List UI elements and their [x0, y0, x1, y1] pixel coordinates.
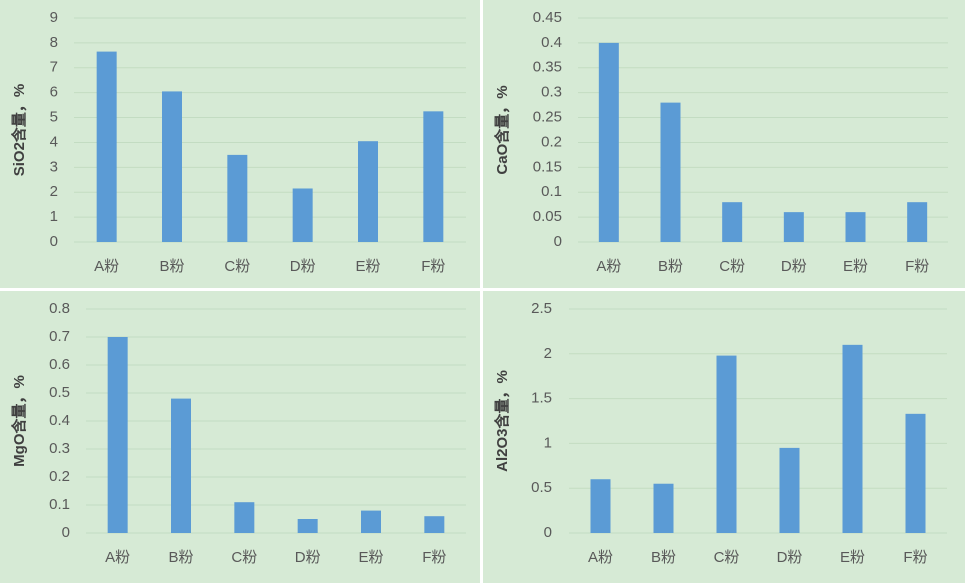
y-tick-label: 0.25: [533, 109, 562, 126]
bar: [292, 188, 313, 242]
y-tick-label: 0.8: [49, 300, 70, 317]
y-axis-label: CaO含量，%: [493, 85, 511, 174]
bar: [297, 519, 318, 533]
x-tick-label: D粉: [777, 549, 803, 566]
bar: [722, 202, 743, 242]
x-tick-label: E粉: [843, 258, 868, 275]
y-tick-label: 9: [50, 9, 58, 26]
y-tick-label: 3: [50, 158, 58, 175]
bar: [590, 479, 611, 533]
y-tick-label: 0: [554, 233, 562, 250]
y-tick-label: 0.4: [541, 34, 562, 51]
bar: [783, 212, 804, 242]
bar: [358, 141, 378, 242]
bar: [907, 202, 928, 242]
x-tick-label: F粉: [905, 258, 929, 275]
x-tick-label: C粉: [714, 549, 740, 566]
y-axis-label: SiO2含量，%: [10, 84, 28, 177]
y-axis-label: MgO含量，%: [10, 375, 28, 467]
bar: [905, 413, 926, 533]
x-tick-label: E粉: [355, 258, 380, 275]
y-tick-label: 2.5: [531, 300, 552, 317]
bar: [653, 483, 674, 533]
x-tick-label: F粉: [903, 549, 927, 566]
bar: [842, 344, 863, 533]
x-tick-label: C粉: [719, 258, 745, 275]
panel: [0, 291, 480, 583]
bar: [660, 102, 681, 242]
y-tick-label: 2: [50, 183, 58, 200]
y-tick-label: 6: [50, 84, 58, 101]
x-tick-label: A粉: [596, 258, 621, 275]
y-tick-label: 0.7: [49, 328, 70, 345]
y-tick-label: 0: [544, 524, 552, 541]
x-tick-label: A粉: [94, 258, 119, 275]
y-tick-label: 0.3: [49, 440, 70, 457]
x-tick-label: B粉: [651, 549, 676, 566]
x-tick-label: A粉: [105, 549, 130, 566]
x-tick-label: C粉: [224, 258, 250, 275]
x-tick-label: D粉: [781, 258, 807, 275]
bar: [845, 212, 866, 242]
y-tick-label: 0.2: [49, 468, 70, 485]
y-tick-label: 0.1: [541, 183, 562, 200]
y-tick-label: 4: [50, 133, 58, 150]
x-tick-label: E粉: [840, 549, 865, 566]
x-tick-label: B粉: [159, 258, 184, 275]
y-tick-label: 7: [50, 59, 58, 76]
bar: [779, 447, 800, 533]
y-tick-label: 0.05: [533, 208, 562, 225]
x-tick-label: B粉: [168, 549, 193, 566]
bar: [424, 516, 445, 533]
x-tick-label: E粉: [358, 549, 383, 566]
x-tick-label: F粉: [422, 549, 446, 566]
bar: [162, 91, 182, 242]
y-tick-label: 0.45: [533, 9, 562, 26]
bar: [171, 398, 191, 533]
bar: [423, 111, 444, 242]
bar: [234, 502, 255, 533]
y-tick-label: 8: [50, 34, 58, 51]
y-tick-label: 1: [544, 434, 552, 451]
y-tick-label: 0.4: [49, 412, 70, 429]
y-tick-label: 0.5: [531, 479, 552, 496]
bar: [361, 510, 381, 533]
y-axis-label: Al2O3含量，%: [493, 370, 511, 472]
y-tick-label: 1: [50, 208, 58, 225]
y-tick-label: 0.35: [533, 59, 562, 76]
y-tick-label: 0: [50, 233, 58, 250]
x-tick-label: C粉: [231, 549, 257, 566]
y-tick-label: 0.2: [541, 133, 562, 150]
bar: [716, 355, 737, 533]
x-tick-label: F粉: [421, 258, 445, 275]
x-tick-label: B粉: [658, 258, 683, 275]
bar: [96, 51, 117, 242]
bar: [227, 154, 248, 242]
y-tick-label: 0.5: [49, 384, 70, 401]
y-tick-label: 0.6: [49, 356, 70, 373]
y-tick-label: 0: [62, 524, 70, 541]
x-tick-label: D粉: [295, 549, 321, 566]
y-tick-label: 2: [544, 345, 552, 362]
y-tick-label: 1.5: [531, 390, 552, 407]
y-tick-label: 5: [50, 109, 58, 126]
x-tick-label: A粉: [588, 549, 613, 566]
y-tick-label: 0.3: [541, 84, 562, 101]
y-tick-label: 0.15: [533, 158, 562, 175]
bar: [598, 42, 619, 243]
x-tick-label: D粉: [290, 258, 316, 275]
bar: [107, 337, 128, 533]
y-tick-label: 0.1: [49, 496, 70, 513]
